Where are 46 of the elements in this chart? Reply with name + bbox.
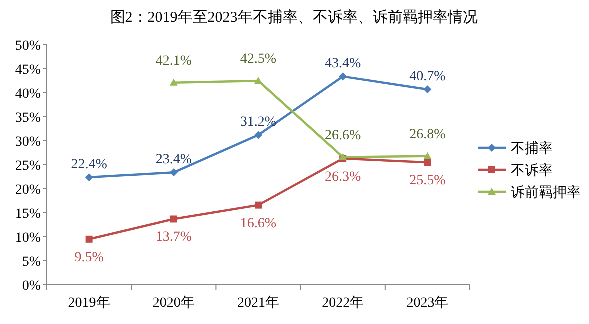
legend-label: 不诉率 — [511, 163, 553, 179]
point — [170, 216, 178, 223]
y-tick-label: 5% — [22, 255, 42, 270]
data-label: 43.4% — [325, 56, 362, 72]
point — [424, 86, 432, 94]
y-tick-label: 50% — [15, 39, 42, 54]
data-label: 26.8% — [410, 127, 446, 142]
y-tick-label: 20% — [15, 183, 42, 198]
x-tick-label: 2019年 — [68, 295, 110, 311]
point — [85, 173, 94, 182]
data-label: 42.1% — [156, 54, 192, 69]
point — [170, 168, 178, 177]
x-tick-label: 2020年 — [152, 295, 195, 311]
legend-label: 诉前羁押率 — [511, 185, 581, 201]
data-label: 25.5% — [410, 174, 446, 189]
data-label: 42.5% — [240, 52, 277, 67]
data-label: 26.3% — [325, 170, 362, 185]
point — [170, 78, 178, 86]
data-label: 22.4% — [71, 157, 108, 172]
y-tick-label: 25% — [15, 159, 42, 174]
data-label: 16.6% — [240, 216, 277, 232]
point — [254, 77, 262, 84]
data-label: 13.7% — [156, 230, 192, 246]
title: 图2：2019年至2023年不捕率、不诉率、诉前羁押率情况 — [110, 10, 478, 26]
legend-label: 不捕率 — [511, 141, 553, 157]
y-tick-label: 15% — [15, 207, 42, 222]
x-tick-label: 2023年 — [406, 295, 449, 311]
y-tick-label: 10% — [15, 231, 42, 246]
y-tick-label: 35% — [15, 111, 42, 126]
data-label: 31.2% — [240, 115, 277, 130]
point — [339, 72, 348, 81]
data-label: 26.6% — [325, 128, 362, 144]
x-tick-label: 2021年 — [238, 295, 280, 311]
y-tick-label: 45% — [15, 63, 42, 78]
x-tick-label: 2022年 — [322, 295, 364, 311]
y-tick-label: 40% — [15, 87, 42, 102]
data-label: 9.5% — [74, 250, 104, 266]
point — [86, 236, 93, 243]
point — [255, 202, 262, 209]
data-label: 40.7% — [410, 70, 446, 85]
data-label: 23.4% — [156, 152, 192, 168]
point — [424, 152, 432, 160]
y-tick-label: 30% — [15, 135, 42, 150]
y-tick-label: 0% — [22, 279, 42, 294]
point — [424, 159, 432, 166]
point — [254, 131, 262, 140]
